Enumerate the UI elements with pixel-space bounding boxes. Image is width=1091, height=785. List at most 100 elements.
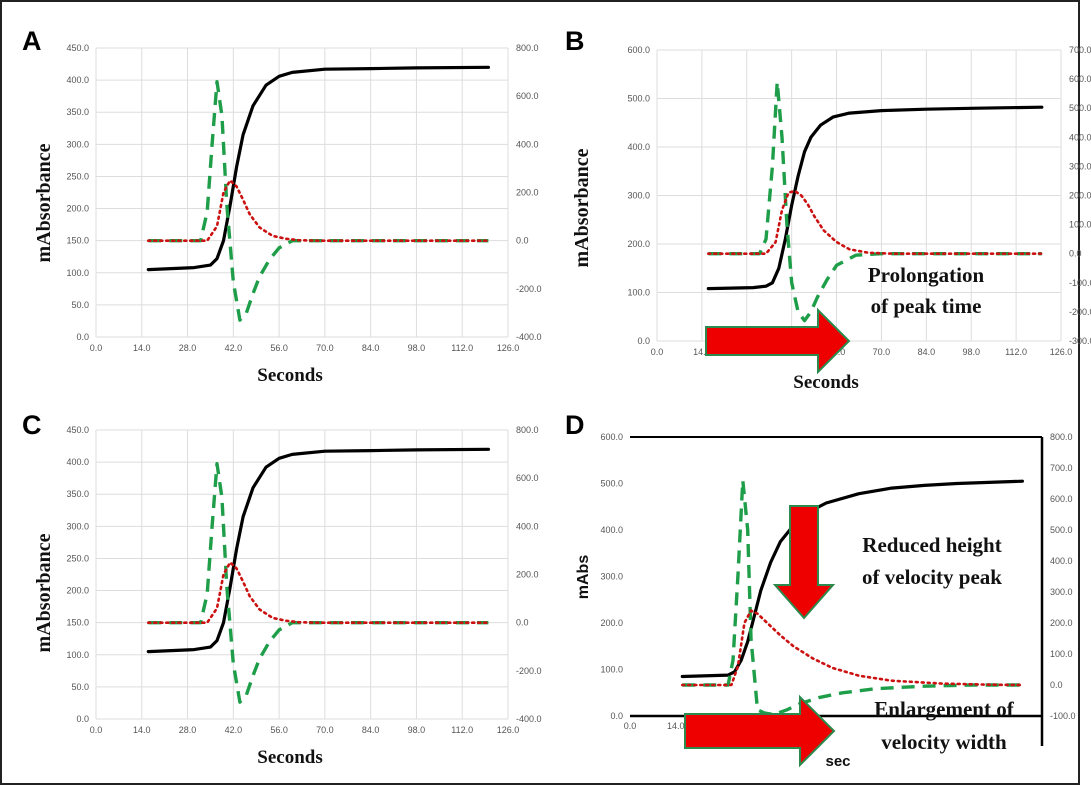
y2-tick-label: -400.0 — [516, 332, 542, 342]
y-tick-label: 200.0 — [66, 586, 89, 596]
y2-tick-label: 600.0 — [516, 91, 539, 101]
y-tick-label: 250.0 — [66, 553, 89, 563]
y2-tick-label: -100.0 — [1069, 278, 1091, 288]
y2-tick-label: 0.0 — [516, 618, 529, 628]
y-tick-label: 450.0 — [66, 425, 89, 435]
x-tick-label: 0.0 — [90, 725, 103, 735]
x-axis-label-d: sec — [825, 753, 850, 770]
annotation-height-line-1: Reduced height — [862, 533, 1001, 557]
annotation-prolongation-line-1: Prolongation — [868, 263, 985, 287]
y2-tick-label: 400.0 — [1069, 132, 1091, 142]
annotation-height-line-2: of velocity peak — [862, 565, 1002, 589]
series-a — [146, 65, 490, 322]
y2-tick-label: -200.0 — [1069, 307, 1091, 317]
y-axis-label-b: mAbsorbance — [571, 148, 593, 267]
absorbance-line — [146, 65, 490, 272]
y-tick-label: 200.0 — [600, 618, 623, 628]
y-tick-label: 0.0 — [76, 714, 89, 724]
y-tick-label: 600.0 — [627, 45, 650, 55]
y2-tick-label: 500.0 — [1050, 525, 1073, 535]
annotation-width-line-2: velocity width — [881, 730, 1007, 754]
y-tick-label: 150.0 — [66, 236, 89, 246]
y-tick-label: 0.0 — [610, 711, 623, 721]
absorbance-line — [146, 447, 490, 654]
y2-tick-label: 800.0 — [516, 43, 539, 53]
y2-tick-label: 200.0 — [1050, 618, 1073, 628]
panel-b: 0.014.028.042.056.070.084.098.0112.0126.… — [565, 26, 1091, 393]
y2-tick-label: 200.0 — [516, 570, 539, 580]
x-tick-label: 126.0 — [497, 343, 520, 353]
y2-tick-label: 200.0 — [1069, 191, 1091, 201]
y2-tick-label: 700.0 — [1069, 45, 1091, 55]
y-tick-label: 450.0 — [66, 43, 89, 53]
panel-label-d: D — [565, 410, 585, 440]
y-tick-label: 400.0 — [66, 75, 89, 85]
x-tick-label: 112.0 — [451, 343, 473, 353]
y2-tick-label: 700.0 — [1050, 463, 1073, 473]
panel-label-a: A — [22, 26, 42, 56]
x-tick-label: 14.0 — [133, 725, 151, 735]
ticks-a: 0.0 14.0 28.0 42.0 56.0 70.0 84.0 98.0 112.0 126.… — [66, 43, 541, 353]
grid-b — [656, 49, 1062, 342]
y-tick-label: 350.0 — [66, 489, 89, 499]
y2-tick-label: 400.0 — [516, 139, 539, 149]
y-tick-label: 400.0 — [66, 457, 89, 467]
y2-tick-label: 400.0 — [516, 521, 539, 531]
ticks-b: 0.014.028.042.056.070.084.098.0112.0126.… — [627, 45, 1091, 357]
enlargement-arrow — [684, 694, 836, 768]
series-c — [146, 447, 490, 704]
y2-tick-label: 800.0 — [516, 425, 539, 435]
x-tick-label: 70.0 — [873, 347, 891, 357]
y-tick-label: 200.0 — [66, 204, 89, 214]
annotation-prolongation-line-2: of peak time — [871, 294, 982, 318]
y-axis-label-c: mAbsorbance — [33, 533, 55, 652]
y-tick-label: 200.0 — [627, 239, 650, 249]
x-tick-label: 14.0 — [133, 343, 151, 353]
x-axis-label-b: Seconds — [793, 372, 858, 393]
panel-d: 0.0 14.0 0.0 100.0 200.0 300.0 400.0 500.0 600.0… — [565, 410, 1076, 770]
y2-tick-label: -400.0 — [516, 714, 542, 724]
x-tick-label: 42.0 — [225, 343, 243, 353]
y2-tick-label: 100.0 — [1069, 220, 1091, 230]
plot-area-a — [96, 48, 508, 337]
x-tick-label: 126.0 — [497, 725, 520, 735]
y-tick-label: 100.0 — [66, 268, 89, 278]
reduced-height-arrow — [772, 505, 836, 620]
x-tick-label: 84.0 — [918, 347, 936, 357]
x-tick-label: 28.0 — [179, 725, 197, 735]
y-tick-label: 50.0 — [71, 300, 89, 310]
y-tick-label: 300.0 — [600, 572, 623, 582]
y2-tick-label: 800.0 — [1050, 432, 1073, 442]
y-tick-label: 0.0 — [76, 332, 89, 342]
y2-tick-label: -200.0 — [516, 284, 542, 294]
y2-tick-label: 300.0 — [1050, 587, 1073, 597]
x-tick-label: 14.0 — [693, 347, 711, 357]
y2-tick-label: 600.0 — [1050, 494, 1073, 504]
prolongation-arrow — [705, 307, 851, 375]
y-tick-label: 100.0 — [627, 288, 650, 298]
x-tick-label: 70.0 — [316, 725, 334, 735]
y-tick-label: 250.0 — [66, 171, 89, 181]
panel-a: 0.0 14.0 28.0 42.0 56.0 70.0 84.0 98.0 112.0 126.… — [22, 26, 542, 386]
series-b — [706, 80, 1044, 323]
x-tick-label: 14.0 — [667, 721, 685, 731]
y2-tick-label: 0.0 — [1050, 680, 1063, 690]
y-tick-label: 300.0 — [66, 139, 89, 149]
x-tick-label: 28.0 — [179, 343, 197, 353]
y2-tick-label: 600.0 — [1069, 74, 1091, 84]
y2-tick-label: 500.0 — [1069, 103, 1091, 113]
x-tick-label: 98.0 — [408, 343, 426, 353]
y-tick-label: 500.0 — [627, 94, 650, 104]
y-tick-label: 350.0 — [66, 107, 89, 117]
plot-area-c — [96, 430, 508, 719]
y-tick-label: 100.0 — [66, 650, 89, 660]
y-tick-label: 100.0 — [600, 665, 623, 675]
y-tick-label: 600.0 — [600, 432, 623, 442]
y2-tick-label: 200.0 — [516, 188, 539, 198]
velocity-line — [148, 80, 489, 322]
x-tick-label: 84.0 — [362, 343, 380, 353]
x-tick-label: 126.0 — [1050, 347, 1073, 357]
panel-label-b: B — [565, 26, 585, 56]
acceleration-line — [707, 189, 1044, 255]
